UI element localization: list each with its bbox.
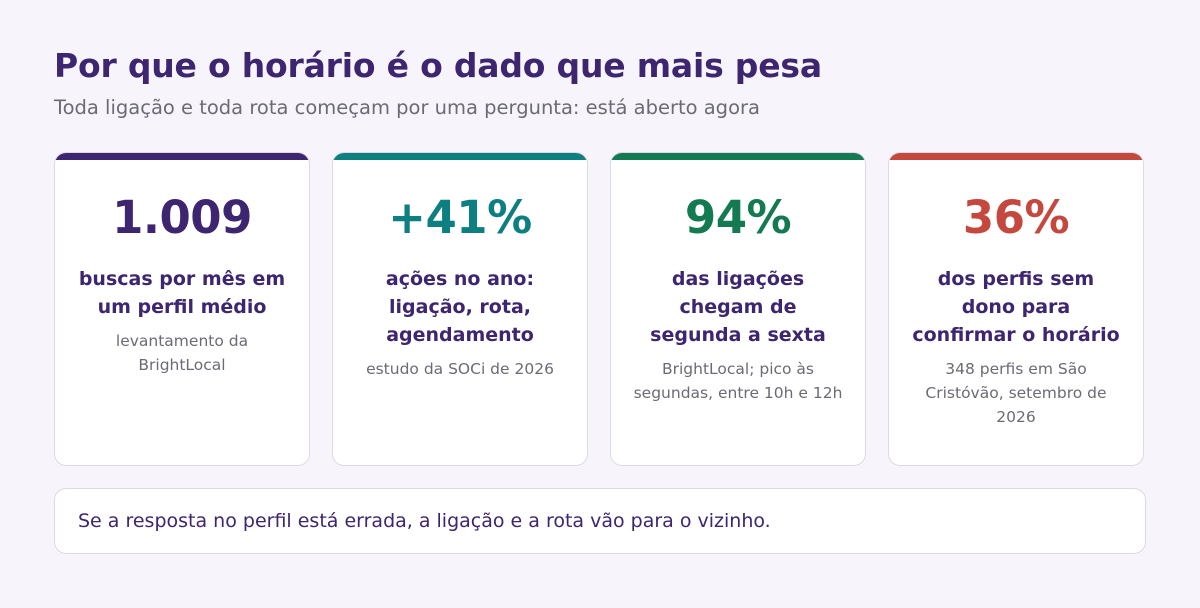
stat-label: dos perfis sem dono para confirmar o hor… (912, 268, 1120, 346)
page-title: Por que o horário é o dado que mais pesa (54, 46, 822, 85)
stat-label: das ligações chegam de segunda a sexta (650, 268, 826, 346)
stat-card-monthly-searches: 1.009 buscas por mês em um perfil médio … (54, 152, 310, 466)
stat-label: ações no ano: ligação, rota, agendamento (385, 268, 535, 346)
stat-source: BrightLocal; pico às segundas, entre 10h… (633, 360, 843, 402)
stat-source: levantamento da BrightLocal (115, 332, 249, 374)
stat-card-ownerless-profiles: 36% dos perfis sem dono para confirmar o… (888, 152, 1144, 466)
stat-label: buscas por mês em um perfil médio (78, 268, 286, 318)
stat-value: 1.009 (112, 191, 252, 244)
stat-value: 94% (684, 191, 792, 244)
stat-value: 36% (962, 191, 1070, 244)
card-accent-bar (889, 153, 1143, 160)
card-accent-bar (333, 153, 587, 160)
card-accent-bar (611, 153, 865, 160)
stat-card-weekday-calls: 94% das ligações chegam de segunda a sex… (610, 152, 866, 466)
conclusion-text: Se a resposta no perfil está errada, a l… (78, 510, 771, 532)
stat-source: 348 perfis em São Cristóvão, setembro de… (925, 360, 1107, 426)
stat-source: estudo da SOCi de 2026 (366, 360, 554, 378)
stat-value: +41% (388, 191, 532, 244)
conclusion-box: Se a resposta no perfil está errada, a l… (54, 488, 1146, 554)
page-subtitle: Toda ligação e toda rota começam por uma… (54, 96, 760, 119)
stat-card-yearly-actions: +41% ações no ano: ligação, rota, agenda… (332, 152, 588, 466)
card-accent-bar (55, 153, 309, 160)
